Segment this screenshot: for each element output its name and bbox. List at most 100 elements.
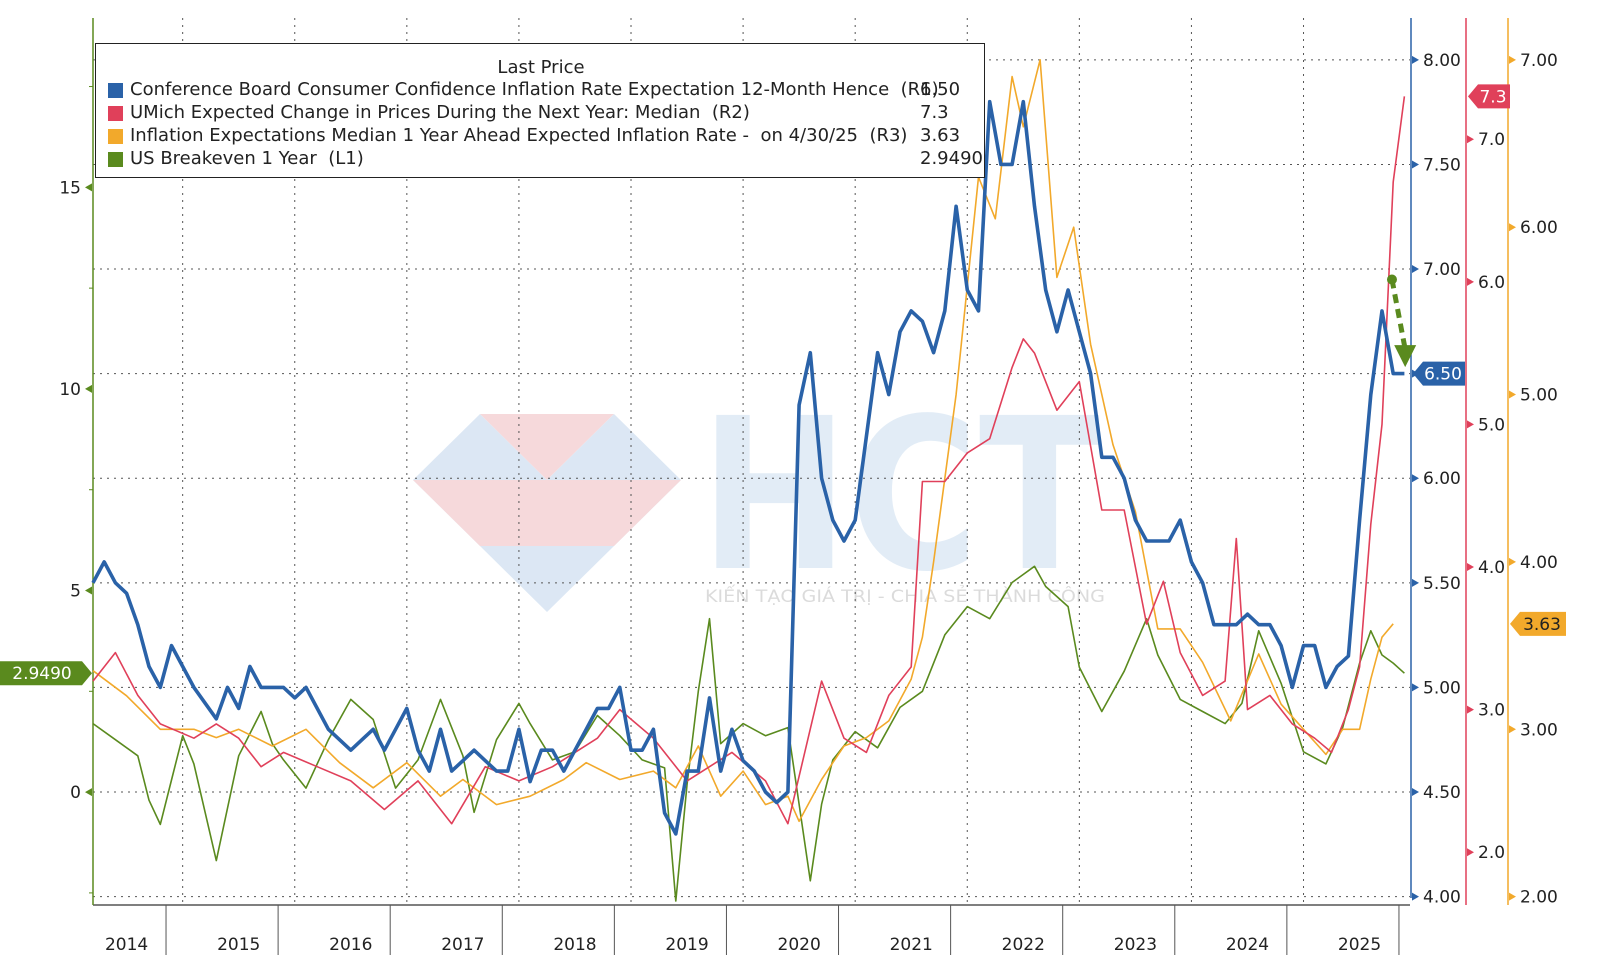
y-tick-mark bbox=[1412, 474, 1419, 483]
y-tick-mark bbox=[1412, 892, 1419, 901]
y-tick-label-r1: 4.50 bbox=[1423, 783, 1461, 803]
watermark-logo-lower-left bbox=[413, 480, 681, 546]
last-value-label-l1: 2.9490 bbox=[12, 664, 71, 684]
x-tick-label: 2016 bbox=[329, 935, 372, 955]
y-tick-mark bbox=[1509, 892, 1516, 901]
last-value-label-r3: 3.63 bbox=[1523, 615, 1561, 635]
y-tick-label-r1: 7.00 bbox=[1423, 260, 1461, 280]
legend-label: Conference Board Consumer Confidence Inf… bbox=[130, 79, 939, 100]
watermark-text: HCT bbox=[700, 373, 1100, 618]
legend-title: Last Price bbox=[497, 57, 585, 78]
y-tick-mark bbox=[1412, 578, 1419, 587]
legend-item-umich: UMich Expected Change in Prices During t… bbox=[108, 102, 976, 125]
y-tick-mark bbox=[1509, 725, 1516, 734]
legend-swatch-red bbox=[108, 106, 123, 121]
watermark-logo-center bbox=[480, 414, 614, 480]
y-tick-mark bbox=[1509, 223, 1516, 232]
y-tick-mark bbox=[1509, 55, 1516, 64]
series-line-r1 bbox=[91, 99, 1405, 836]
y-tick-mark bbox=[1467, 420, 1474, 429]
y-tick-mark bbox=[85, 384, 92, 393]
watermark-logo-right bbox=[547, 414, 681, 546]
y-tick-label-r3: 4.00 bbox=[1520, 553, 1558, 573]
legend-value: 7.3 bbox=[920, 102, 949, 123]
y-tick-label-r2: 4.0 bbox=[1478, 558, 1505, 578]
x-tick-label: 2014 bbox=[105, 935, 148, 955]
last-value-label-r1: 6.50 bbox=[1424, 365, 1462, 385]
legend-item-cb: Conference Board Consumer Confidence Inf… bbox=[108, 79, 976, 102]
legend-swatch-green bbox=[108, 152, 123, 167]
x-tick-label: 2015 bbox=[217, 935, 260, 955]
legend-value: 2.9490 bbox=[920, 148, 983, 169]
y-tick-mark bbox=[1467, 135, 1474, 144]
y-tick-label-l1: 15 bbox=[59, 178, 81, 198]
y-tick-label-r1: 5.00 bbox=[1423, 678, 1461, 698]
legend-value: 3.63 bbox=[920, 125, 961, 146]
x-tick-label: 2018 bbox=[553, 935, 596, 955]
legend-swatch-orange bbox=[108, 129, 123, 144]
series-layer bbox=[91, 58, 1406, 902]
y-tick-mark bbox=[1467, 705, 1474, 714]
y-tick-mark bbox=[1412, 683, 1419, 692]
y-tick-label-r2: 3.0 bbox=[1478, 701, 1505, 721]
y-tick-label-r3: 6.00 bbox=[1520, 218, 1558, 238]
x-tick-label: 2021 bbox=[890, 935, 933, 955]
y-tick-label-r1: 5.50 bbox=[1423, 574, 1461, 594]
y-tick-mark bbox=[85, 788, 92, 797]
annotation-arrow-head bbox=[1394, 345, 1417, 368]
legend-swatch-blue bbox=[108, 83, 123, 98]
y-tick-label-r1: 4.00 bbox=[1423, 888, 1461, 908]
y-tick-mark bbox=[85, 586, 92, 595]
series-line-r2 bbox=[92, 96, 1406, 825]
y-tick-label-r2: 6.0 bbox=[1478, 273, 1505, 293]
y-tick-label-r1: 8.00 bbox=[1423, 51, 1461, 71]
y-tick-label-r3: 2.00 bbox=[1520, 888, 1558, 908]
y-tick-mark bbox=[1467, 848, 1474, 857]
last-value-badge-r1 bbox=[1413, 361, 1465, 386]
last-value-badge-r2 bbox=[1468, 84, 1510, 109]
y-tick-mark bbox=[1467, 563, 1474, 572]
y-tick-mark bbox=[1412, 55, 1419, 64]
x-tick-label: 2019 bbox=[665, 935, 708, 955]
annotation-layer bbox=[1386, 274, 1417, 368]
legend-item-breakeven: US Breakeven 1 Year (L1) 2.9490 bbox=[108, 148, 983, 171]
y-tick-label-r1: 7.50 bbox=[1423, 155, 1461, 175]
legend-label: UMich Expected Change in Prices During t… bbox=[130, 102, 750, 123]
watermark-tagline: KIẾN TẠO GIÁ TRỊ - CHIA SẺ THÀNH CÔNG bbox=[705, 583, 1105, 607]
annotation-arrow-shaft bbox=[1389, 279, 1408, 350]
watermark: HCT KIẾN TẠO GIÁ TRỊ - CHIA SẺ THÀNH CÔN… bbox=[413, 373, 1105, 618]
x-tick-label: 2017 bbox=[441, 935, 484, 955]
y-tick-label-r2: 7.0 bbox=[1478, 130, 1505, 150]
y-tick-mark bbox=[1412, 265, 1419, 274]
y-tick-mark bbox=[1412, 788, 1419, 797]
y-tick-label-r1: 6.00 bbox=[1423, 469, 1461, 489]
y-tick-mark bbox=[85, 183, 92, 192]
y-tick-label-l1: 5 bbox=[70, 582, 81, 602]
y-tick-mark bbox=[1509, 390, 1516, 399]
y-tick-label-r2: 2.0 bbox=[1478, 843, 1505, 863]
y-tick-label-l1: 0 bbox=[70, 783, 81, 803]
x-tick-label: 2024 bbox=[1226, 935, 1269, 955]
watermark-logo-left bbox=[413, 414, 547, 546]
y-tick-label-r3: 5.00 bbox=[1520, 386, 1558, 406]
x-tick-label: 2023 bbox=[1114, 935, 1157, 955]
x-tick-label: 2025 bbox=[1338, 935, 1381, 955]
y-tick-label-r3: 7.00 bbox=[1520, 51, 1558, 71]
last-value-label-r2: 7.3 bbox=[1479, 87, 1506, 107]
x-tick-label: 2022 bbox=[1002, 935, 1045, 955]
last-value-badge-r3 bbox=[1510, 611, 1566, 636]
legend: Last Price Conference Board Consumer Con… bbox=[95, 43, 985, 178]
watermark-logo-bottom bbox=[480, 546, 614, 612]
y-tick-mark bbox=[1467, 277, 1474, 286]
y-tick-label-r3: 3.00 bbox=[1520, 720, 1558, 740]
y-tick-label-r2: 5.0 bbox=[1478, 415, 1505, 435]
legend-item-nyfed: Inflation Expectations Median 1 Year Ahe… bbox=[108, 125, 976, 148]
legend-label: US Breakeven 1 Year (L1) bbox=[130, 148, 364, 169]
legend-value: 6.50 bbox=[920, 79, 961, 100]
y-tick-mark bbox=[1412, 160, 1419, 169]
y-tick-label-l1: 10 bbox=[59, 380, 81, 400]
x-tick-label: 2020 bbox=[778, 935, 821, 955]
last-value-badge-l1 bbox=[0, 661, 92, 686]
